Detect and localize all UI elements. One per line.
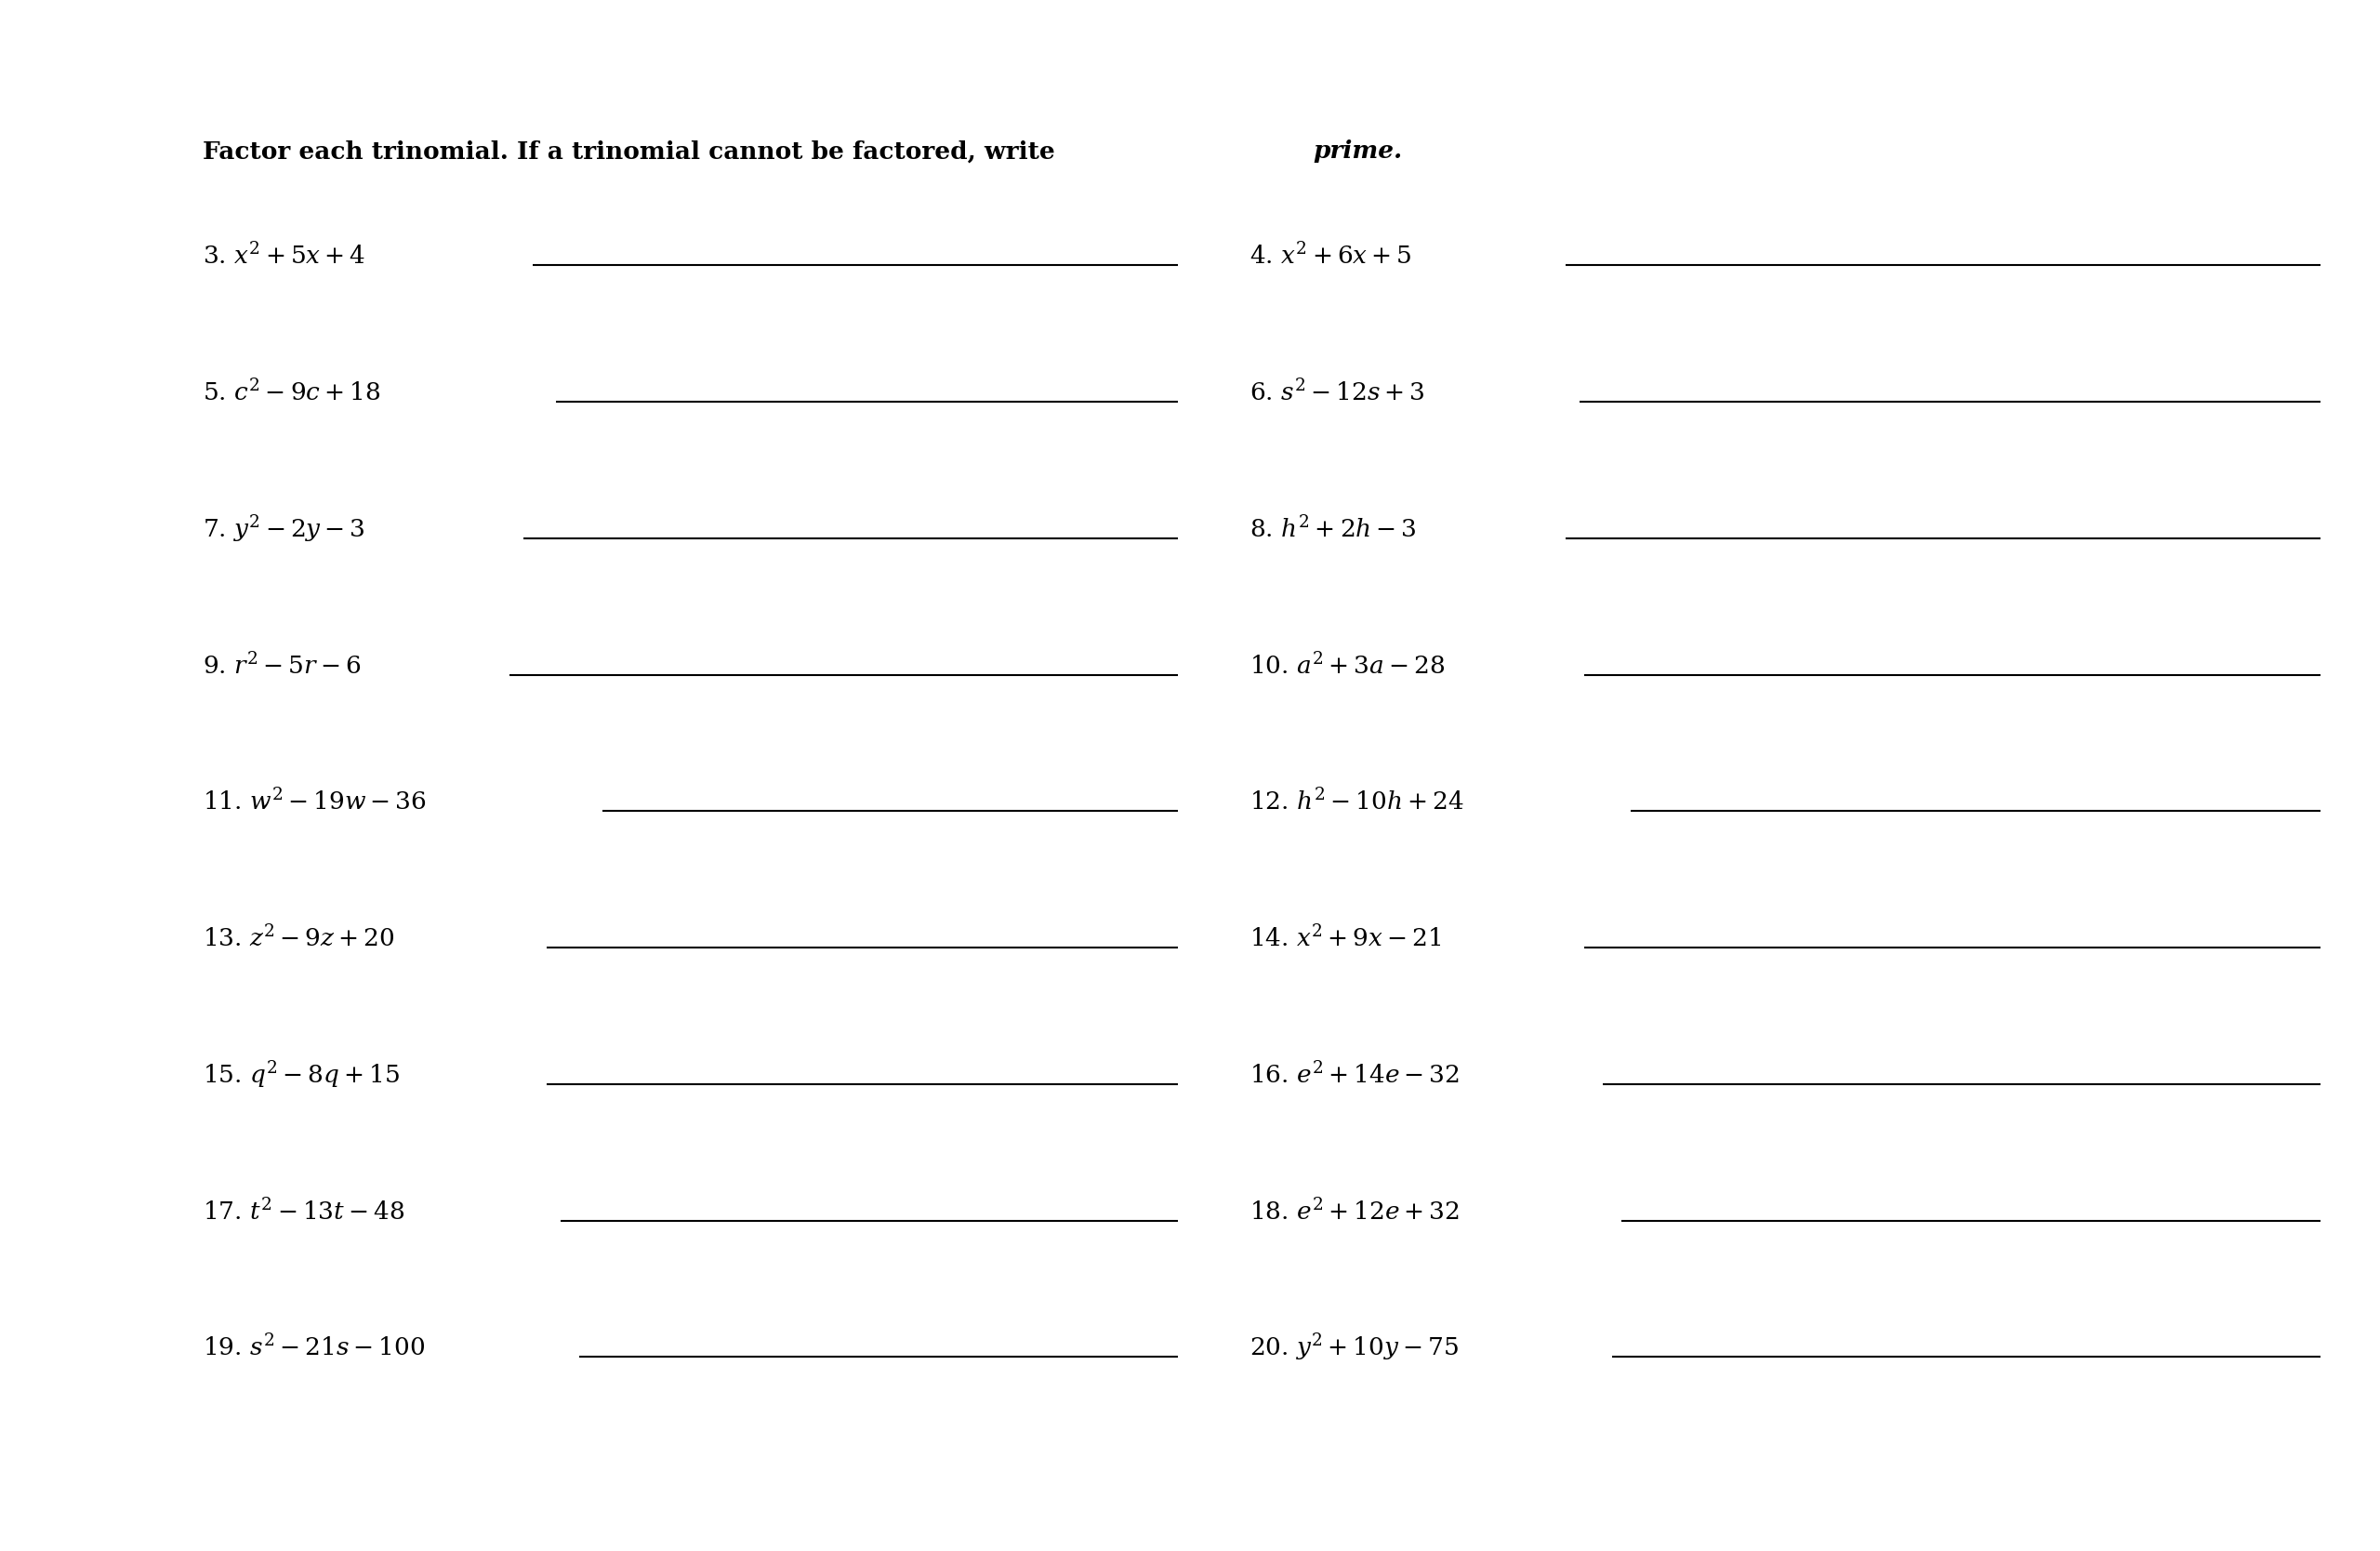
Text: 8. $h^2 + 2h - 3$: 8. $h^2 + 2h - 3$ <box>1250 515 1416 543</box>
Text: 13. $z^2 - 9z + 20$: 13. $z^2 - 9z + 20$ <box>202 924 395 952</box>
Text: 11. $w^2 - 19w - 36$: 11. $w^2 - 19w - 36$ <box>202 788 426 816</box>
Text: Factor each trinomial. If a trinomial cannot be factored, write: Factor each trinomial. If a trinomial ca… <box>202 140 1064 163</box>
Text: 20. $y^2 + 10y - 75$: 20. $y^2 + 10y - 75$ <box>1250 1332 1459 1363</box>
Text: 18. $e^2 + 12e + 32$: 18. $e^2 + 12e + 32$ <box>1250 1197 1459 1225</box>
Text: 7. $y^2 - 2y - 3$: 7. $y^2 - 2y - 3$ <box>202 513 364 544</box>
Text: 12. $h^2 - 10h + 24$: 12. $h^2 - 10h + 24$ <box>1250 788 1464 816</box>
Text: 4. $x^2 + 6x + 5$: 4. $x^2 + 6x + 5$ <box>1250 242 1411 270</box>
Text: 10. $a^2 + 3a - 28$: 10. $a^2 + 3a - 28$ <box>1250 651 1445 679</box>
Text: 5. $c^2 - 9c + 18$: 5. $c^2 - 9c + 18$ <box>202 378 381 406</box>
Text: prime.: prime. <box>1314 140 1402 163</box>
Text: 19. $s^2 - 21s - 100$: 19. $s^2 - 21s - 100$ <box>202 1334 424 1362</box>
Text: 6. $s^2 - 12s + 3$: 6. $s^2 - 12s + 3$ <box>1250 378 1426 406</box>
Text: 3. $x^2 + 5x + 4$: 3. $x^2 + 5x + 4$ <box>202 242 364 270</box>
Text: 16. $e^2 + 14e - 32$: 16. $e^2 + 14e - 32$ <box>1250 1061 1459 1089</box>
Text: 17. $t^2 - 13t - 48$: 17. $t^2 - 13t - 48$ <box>202 1197 405 1225</box>
Text: 14. $x^2 + 9x - 21$: 14. $x^2 + 9x - 21$ <box>1250 924 1442 952</box>
Text: 9. $r^2 - 5r - 6$: 9. $r^2 - 5r - 6$ <box>202 651 362 679</box>
Text: 15. $q^2 - 8q + 15$: 15. $q^2 - 8q + 15$ <box>202 1059 400 1090</box>
